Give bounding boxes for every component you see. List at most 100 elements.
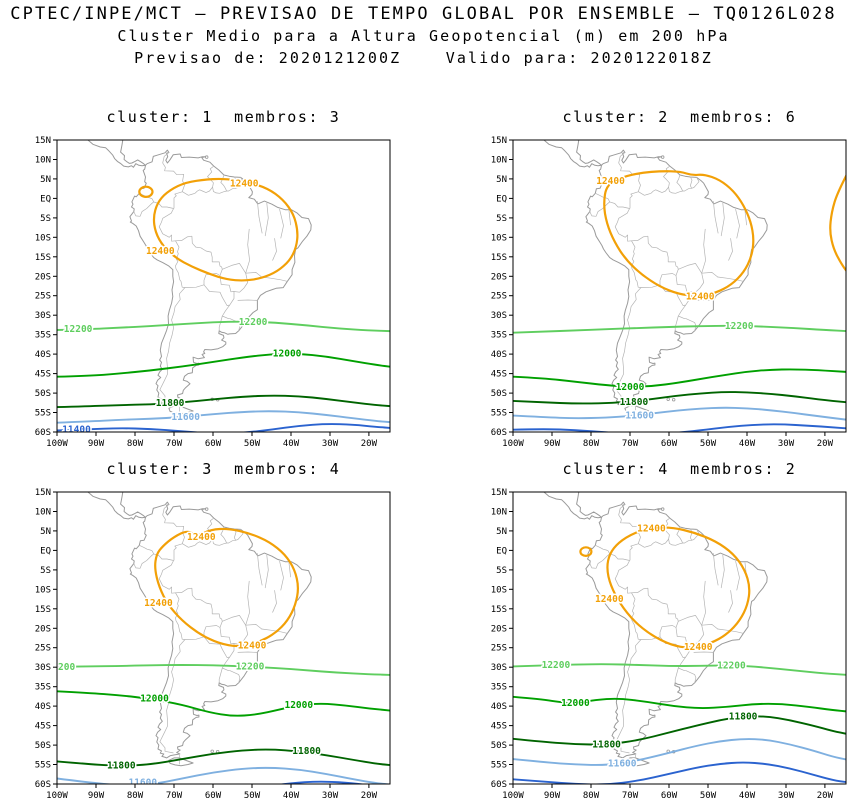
contour-line-11400 — [513, 423, 846, 432]
map-canvas-cluster-1: 12400 12400 12200 12200 12000 11800 11600 11400… — [35, 136, 391, 448]
country-border — [618, 504, 641, 561]
map-canvas-cluster-4: 12400 12400 12400 12200 12200 12000 11800 11800… — [491, 488, 847, 800]
lat-tick-label: 15N — [491, 488, 507, 498]
lat-tick-label: 45S — [491, 722, 507, 732]
island-dot — [204, 155, 209, 159]
country-border — [288, 562, 291, 578]
island-dot — [204, 507, 209, 511]
lat-tick-label: 15S — [491, 605, 507, 615]
lat-tick-label: 55S — [491, 409, 507, 419]
contour-label-12400: 12400 — [684, 642, 713, 653]
lat-tick-label: 40S — [35, 702, 51, 712]
lat-tick-label: 25S — [491, 292, 507, 302]
contour-line-11600 — [513, 406, 846, 421]
contour-line-11600 — [57, 766, 390, 784]
contour-line-12200 — [57, 664, 390, 676]
lat-tick-label: 15N — [491, 136, 507, 146]
lon-tick-label: 100W — [46, 791, 68, 800]
country-border — [272, 590, 277, 613]
contour-label-11600: 11600 — [625, 411, 654, 422]
country-border — [133, 201, 155, 217]
lat-tick-label: 20S — [491, 624, 507, 634]
contour-label-11800: 11800 — [592, 740, 621, 751]
country-border — [245, 228, 250, 274]
lat-tick-label: 45S — [35, 370, 51, 380]
lat-tick-label: 30S — [35, 663, 51, 673]
panel-title: cluster: 4 membros: 2 — [562, 460, 797, 478]
lon-tick-label: 40W — [739, 791, 756, 800]
lat-tick-label: 40S — [35, 350, 51, 360]
lat-tick-label: 60S — [35, 780, 51, 790]
lat-tick-label: 20S — [35, 624, 51, 634]
lon-tick-label: 50W — [700, 439, 717, 448]
coastline-segment — [543, 492, 602, 520]
lat-tick-label: 35S — [491, 331, 507, 341]
country-border — [674, 304, 687, 332]
contour-line-12400 — [579, 546, 593, 557]
country-border — [691, 177, 700, 189]
contour-label-12400: 12400 — [146, 246, 175, 257]
country-border — [245, 272, 263, 278]
map-frame — [56, 491, 391, 785]
country-border — [609, 553, 632, 594]
lon-tick-label: 70W — [622, 439, 639, 448]
lat-tick-label: 45S — [35, 722, 51, 732]
contour-label-12400: 12400 — [144, 598, 173, 609]
lat-tick-label: 10S — [35, 585, 51, 595]
lon-tick-label: 50W — [244, 791, 261, 800]
country-border — [720, 554, 725, 589]
lon-tick-label: 90W — [544, 791, 561, 800]
cluster-panel-3: cluster: 3 membros: 4 12400 12400 12400 122… — [27, 454, 398, 800]
country-border — [221, 315, 241, 332]
map-area: 12400 12400 12200 12000 11800 11600 — [513, 140, 846, 432]
lon-tick-label: 30W — [778, 439, 795, 448]
contour-label-12200: 12200 — [725, 321, 754, 332]
lat-tick-label: 55S — [491, 761, 507, 771]
lat-tick-label: 15N — [35, 136, 51, 146]
lat-tick-label: 20S — [35, 272, 51, 282]
lat-tick-label: 15S — [35, 605, 51, 615]
country-border — [638, 165, 671, 196]
contour-label-12200: 12200 — [47, 662, 76, 673]
map-frame — [56, 139, 391, 433]
lat-tick-label: 40S — [491, 702, 507, 712]
lat-tick-label: 60S — [491, 780, 507, 790]
country-border — [182, 165, 215, 196]
map-canvas-cluster-3: 12400 12400 12400 12200 12200 12000 12000 11800… — [35, 488, 391, 800]
contour-label-11800: 11800 — [107, 761, 136, 772]
contour-label-12000: 12000 — [616, 382, 645, 393]
lat-tick-label: EQ — [496, 194, 507, 204]
country-border — [264, 202, 269, 237]
contour-label-12400: 12400 — [230, 179, 259, 190]
lon-tick-label: 30W — [322, 791, 339, 800]
lon-tick-label: 70W — [166, 791, 183, 800]
lat-tick-label: 55S — [35, 761, 51, 771]
country-border — [631, 235, 679, 270]
contour-label-12000: 12000 — [561, 698, 590, 709]
contour-line-11800 — [57, 748, 390, 767]
contour-line-11400 — [277, 780, 368, 784]
country-border — [257, 553, 263, 586]
island-outline — [168, 405, 194, 415]
lon-tick-label: 60W — [205, 791, 222, 800]
country-border — [153, 201, 176, 242]
contour-label-11800: 11800 — [620, 397, 649, 408]
lat-tick-label: 5S — [496, 214, 507, 224]
country-border — [631, 592, 642, 640]
contour-line-12000 — [57, 690, 390, 717]
lat-tick-label: 35S — [35, 683, 51, 693]
lat-tick-label: 60S — [491, 428, 507, 438]
lon-tick-label: 60W — [661, 439, 678, 448]
country-border — [159, 287, 186, 402]
country-border — [728, 238, 733, 261]
lon-tick-label: 40W — [283, 439, 300, 448]
map-frame — [512, 139, 847, 433]
contour-label-12400: 12400 — [686, 292, 715, 303]
lon-tick-label: 70W — [622, 791, 639, 800]
panel-title: cluster: 2 membros: 6 — [562, 108, 797, 126]
contour-line-12000 — [513, 368, 846, 388]
lon-tick-label: 40W — [283, 791, 300, 800]
lon-tick-label: 20W — [817, 439, 834, 448]
cluster-panel-2: cluster: 2 membros: 6 12400 12400 12200 120… — [483, 102, 847, 448]
